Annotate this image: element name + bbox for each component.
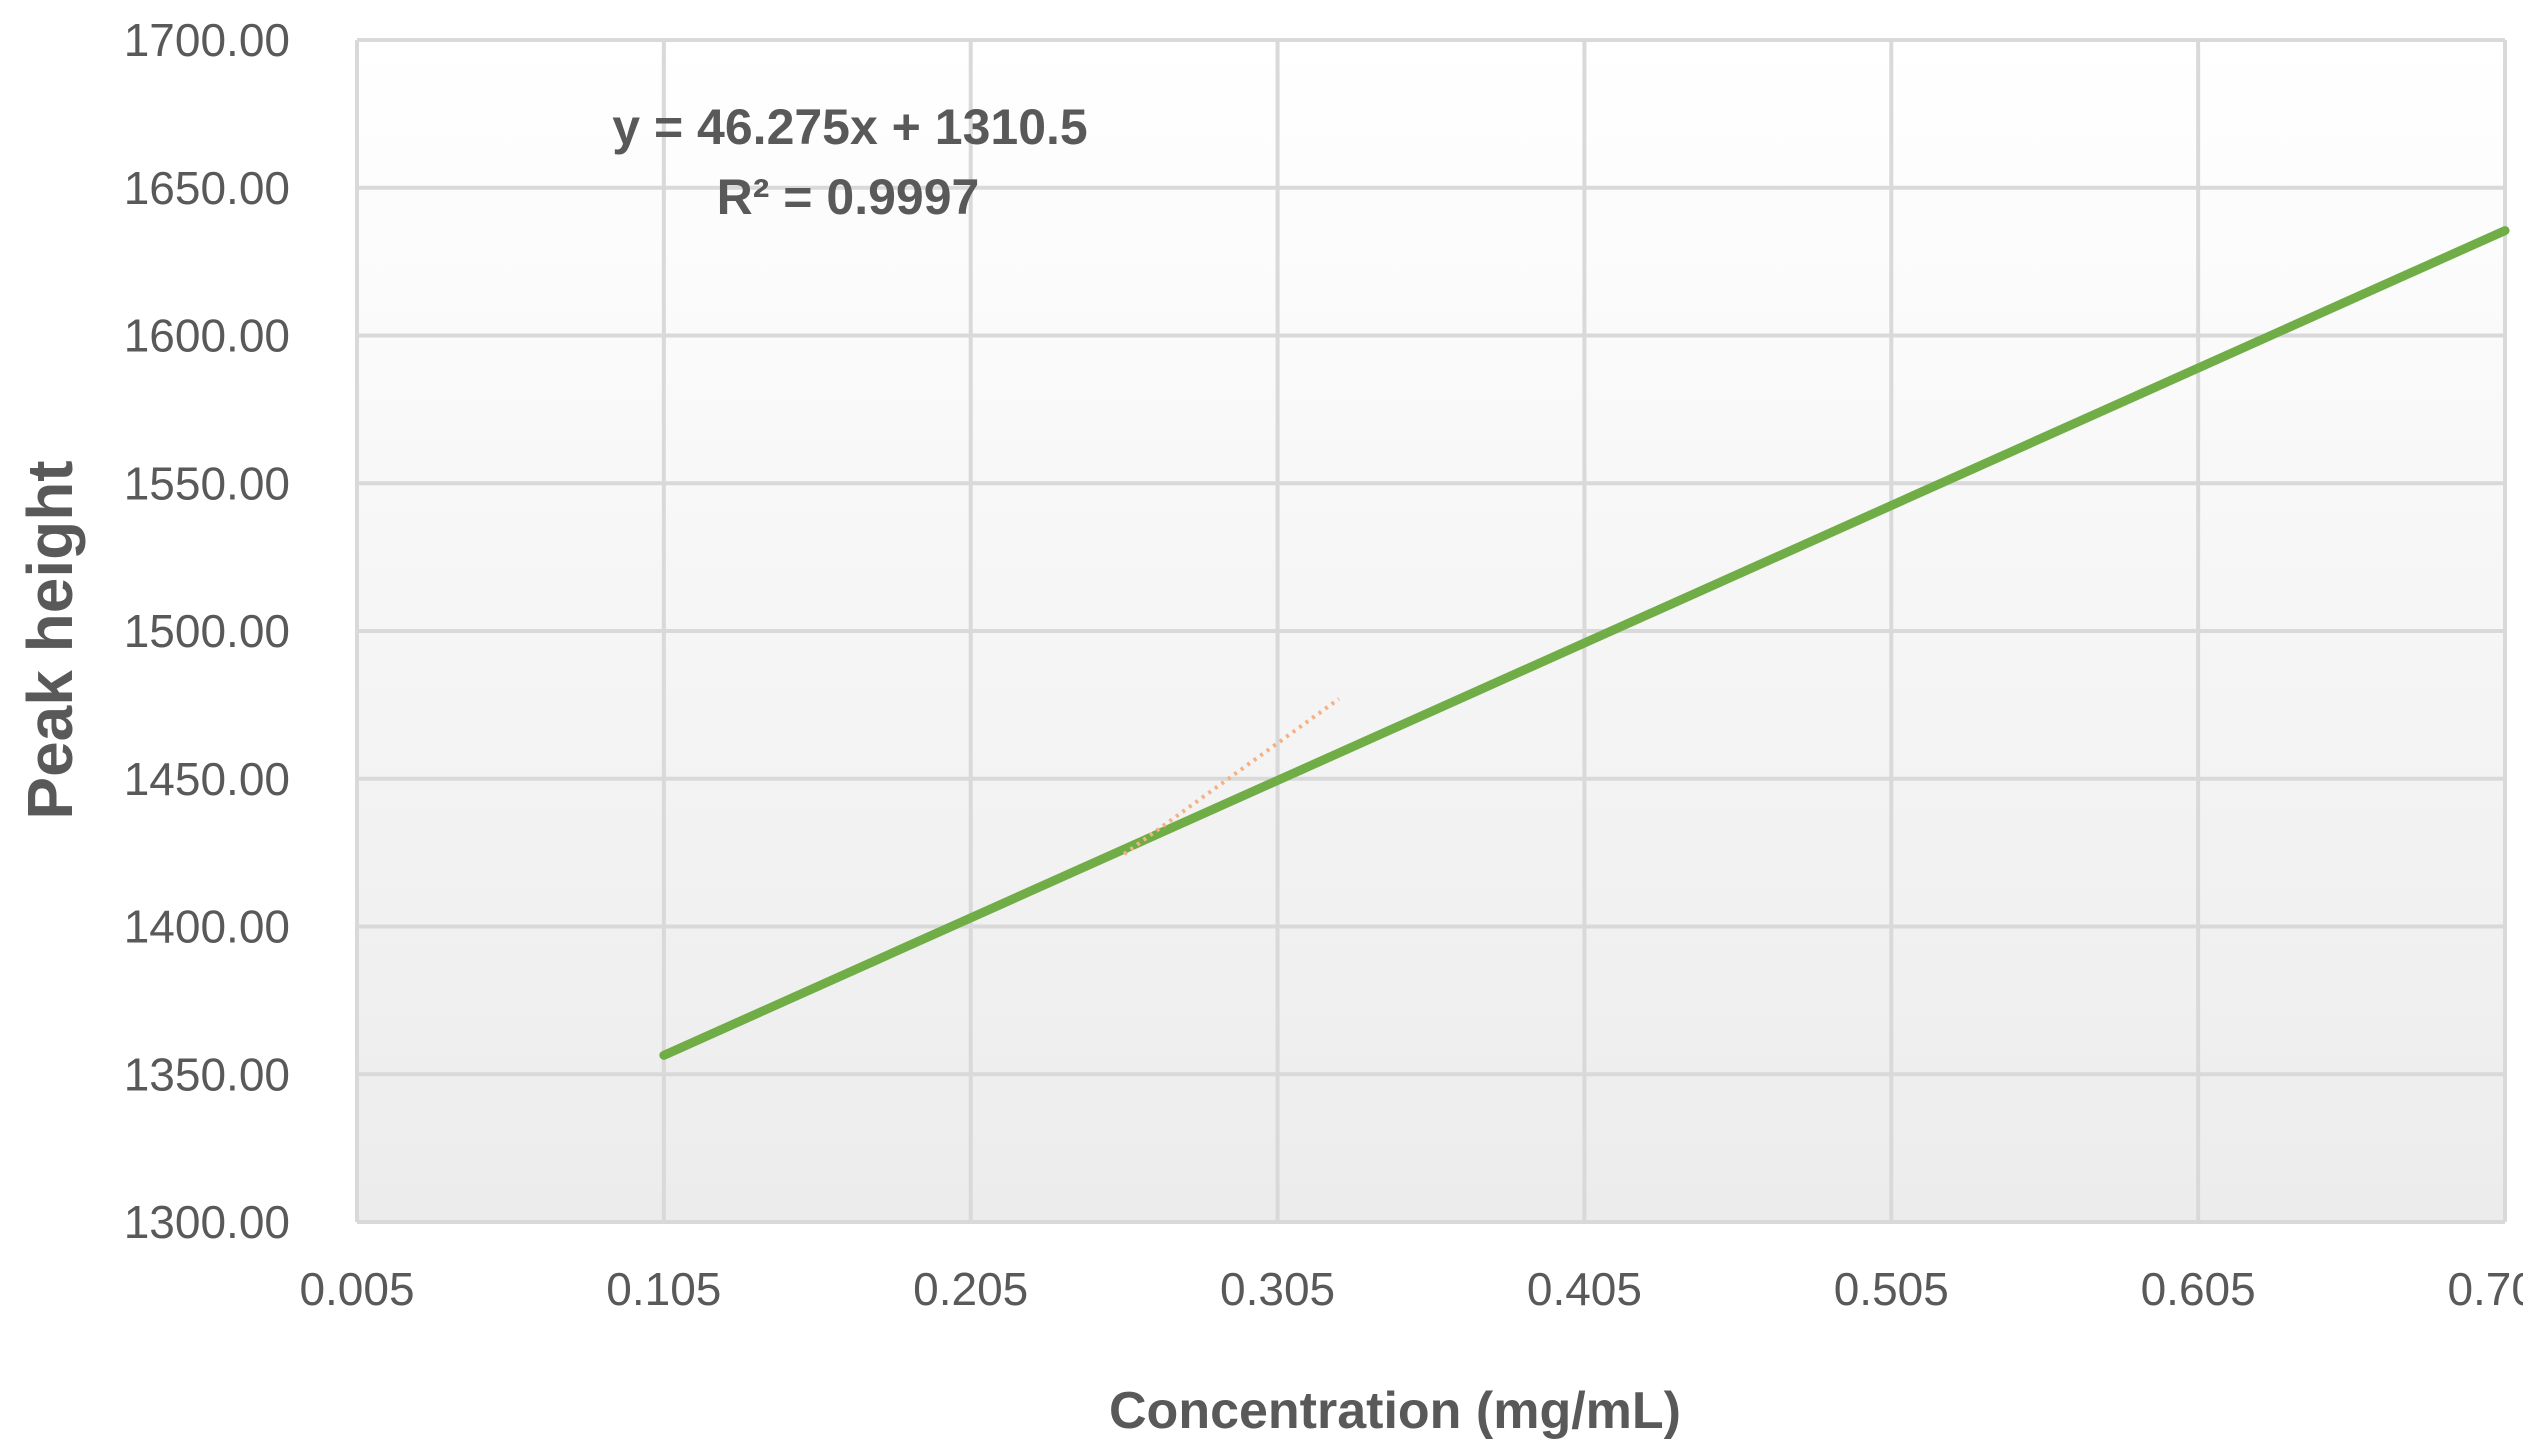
x-tick-label: 0.305 xyxy=(1220,1263,1335,1315)
y-tick-label: 1700.00 xyxy=(124,14,290,66)
r-squared-label: R² = 0.9997 xyxy=(717,169,980,225)
y-axis-title: Peak height xyxy=(14,460,86,819)
x-tick-label: 0.005 xyxy=(299,1263,414,1315)
y-tick-label: 1500.00 xyxy=(124,605,290,657)
x-tick-label: 0.105 xyxy=(606,1263,721,1315)
x-tick-label: 0.705 xyxy=(2447,1263,2523,1315)
y-tick-label: 1400.00 xyxy=(124,901,290,953)
x-tick-label: 0.205 xyxy=(913,1263,1028,1315)
y-tick-label: 1650.00 xyxy=(124,162,290,214)
equation-label: y = 46.275x + 1310.5 xyxy=(612,99,1087,155)
y-tick-label: 1450.00 xyxy=(124,753,290,805)
x-tick-label: 0.505 xyxy=(1834,1263,1949,1315)
x-tick-label: 0.405 xyxy=(1527,1263,1642,1315)
y-tick-label: 1350.00 xyxy=(124,1048,290,1100)
y-tick-label: 1600.00 xyxy=(124,310,290,362)
y-tick-label: 1300.00 xyxy=(124,1196,290,1248)
x-tick-labels: 0.005 0.105 0.205 0.305 0.405 0.505 0.605 0.705 xyxy=(299,1263,2523,1315)
y-tick-labels: 1300.00 1350.00 1400.00 1450.00 1500.00 1550.… xyxy=(124,14,290,1248)
grid-layer xyxy=(355,38,2507,1224)
y-tick-label: 1550.00 xyxy=(124,457,290,509)
series-line xyxy=(659,226,2510,1060)
x-axis-title: Concentration (mg/mL) xyxy=(1109,1382,1681,1440)
x-tick-label: 0.605 xyxy=(2141,1263,2256,1315)
series-layer xyxy=(659,226,2510,1060)
